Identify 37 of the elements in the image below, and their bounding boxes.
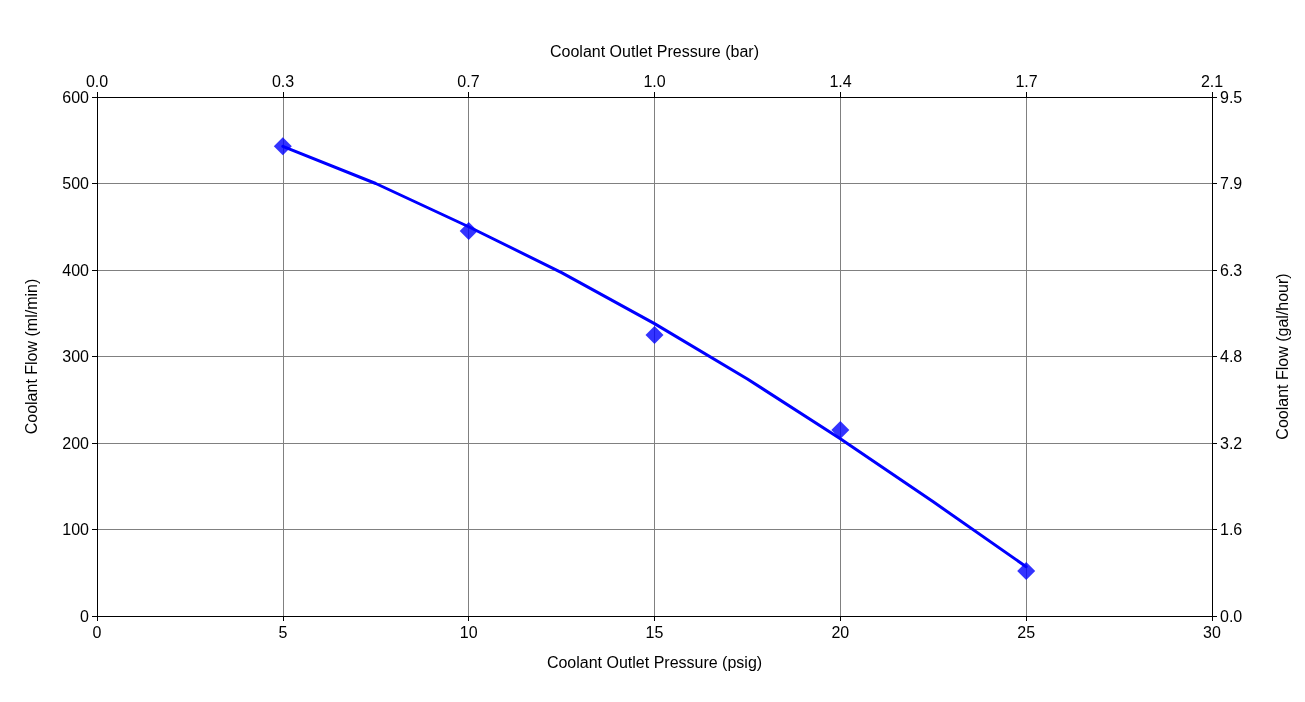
x2-tick-label: 1.4 — [829, 72, 852, 90]
x2-tick-label: 0.3 — [271, 72, 295, 90]
y2-tick-label: 7.9 — [1220, 175, 1243, 192]
x2-tick-label: 1.7 — [1015, 72, 1038, 90]
x2-tick-label: 2.1 — [1200, 72, 1224, 90]
y2-tick-label: 6.3 — [1220, 261, 1243, 279]
y-tick-label: 500 — [62, 175, 90, 192]
x2-axis-title: Coolant Outlet Pressure (bar) — [550, 42, 759, 60]
y2-tick-label: 0.0 — [1220, 607, 1243, 625]
y2-tick-label: 9.5 — [1220, 88, 1243, 106]
y-tick-label: 300 — [62, 348, 90, 365]
x-tick-label: 20 — [831, 623, 850, 641]
y2-tick-label: 3.2 — [1220, 434, 1243, 452]
x2-tick-label: 0.0 — [85, 72, 109, 90]
x2-tick-label: 1.0 — [643, 72, 666, 90]
x-tick-label: 0 — [92, 623, 102, 641]
x-tick-label: 30 — [1203, 623, 1221, 641]
x-tick-label: 5 — [278, 623, 288, 641]
point — [645, 325, 664, 344]
y-tick-label: 400 — [62, 261, 90, 279]
x-tick-label: 25 — [1017, 623, 1036, 641]
x2-tick-label: 0.7 — [457, 72, 480, 90]
point — [273, 137, 292, 156]
y-tick-label: 0 — [80, 607, 90, 625]
x-tick-label: 10 — [459, 623, 478, 641]
point — [459, 222, 478, 241]
point — [831, 421, 850, 440]
point — [1017, 562, 1036, 581]
y2-axis-title: Coolant Flow (gal/hour) — [1273, 273, 1291, 440]
y2-tick-label: 4.8 — [1220, 348, 1243, 365]
y-tick-label: 600 — [62, 88, 90, 106]
y-tick-label: 100 — [62, 521, 90, 538]
y-axis-title: Coolant Flow (ml/min) — [22, 278, 40, 435]
y-tick-label: 200 — [62, 434, 90, 452]
x-axis-title: Coolant Outlet Pressure (psig) — [546, 653, 763, 671]
y2-tick-label: 1.6 — [1220, 521, 1243, 538]
x-tick-label: 15 — [645, 623, 664, 641]
